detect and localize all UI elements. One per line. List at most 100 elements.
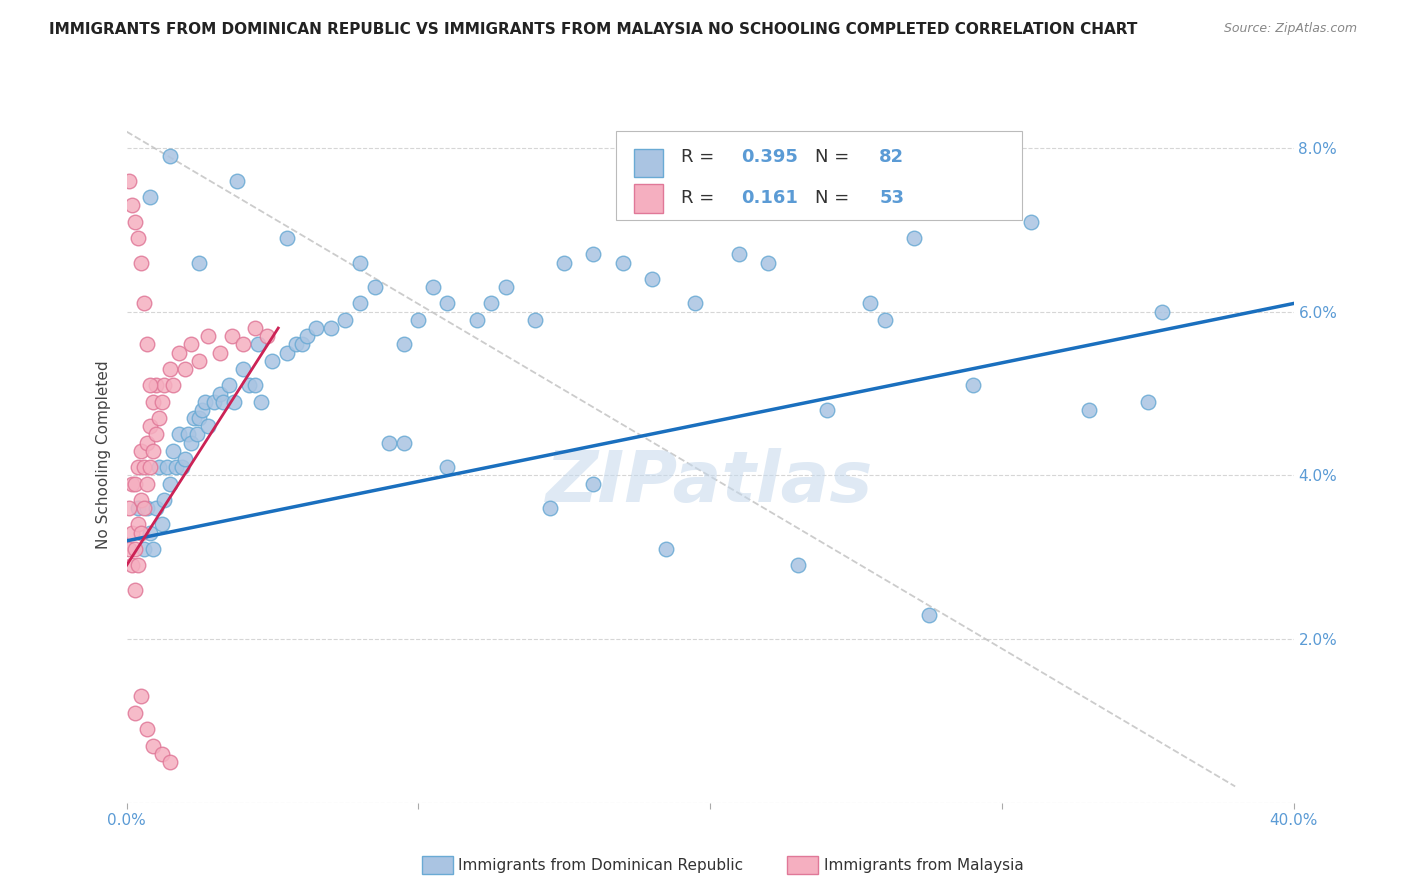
Point [118, 174, 141, 188]
Point [218, 378, 240, 392]
Point [129, 443, 152, 458]
Point [153, 378, 176, 392]
Point [1136, 394, 1159, 409]
Point [139, 525, 162, 540]
Point [148, 460, 170, 475]
Point [194, 394, 217, 409]
Point [127, 558, 149, 573]
Point [276, 231, 298, 245]
Point [153, 492, 176, 507]
Point [118, 542, 141, 557]
Point [335, 313, 357, 327]
Point [249, 394, 271, 409]
Text: ZIPatlas: ZIPatlas [547, 449, 873, 517]
Point [918, 607, 941, 622]
Point [124, 542, 146, 557]
Point [127, 231, 149, 245]
Point [124, 214, 146, 228]
Point [262, 353, 284, 368]
Point [136, 435, 159, 450]
Point [685, 296, 707, 310]
Point [363, 280, 385, 294]
FancyBboxPatch shape [616, 131, 1022, 220]
Point [150, 394, 173, 409]
Point [655, 542, 678, 557]
Point [167, 345, 190, 359]
Point [139, 190, 162, 204]
Point [538, 501, 561, 516]
Point [159, 362, 181, 376]
Point [243, 378, 266, 392]
Point [129, 492, 152, 507]
Point [349, 255, 371, 269]
Point [211, 394, 233, 409]
Point [124, 476, 146, 491]
Point [132, 460, 155, 475]
Point [136, 501, 159, 516]
Point [903, 231, 925, 245]
Point [208, 386, 231, 401]
Y-axis label: No Schooling Completed: No Schooling Completed [96, 360, 111, 549]
Point [612, 255, 634, 269]
Point [183, 411, 205, 425]
Point [1152, 304, 1174, 318]
Point [132, 542, 155, 557]
Point [129, 525, 152, 540]
Point [1019, 214, 1042, 228]
Point [232, 362, 254, 376]
Point [1078, 403, 1101, 417]
Point [962, 378, 984, 392]
Point [226, 174, 249, 188]
Point [875, 313, 897, 327]
Point [145, 378, 167, 392]
Text: R =: R = [681, 188, 725, 207]
Point [436, 460, 458, 475]
Point [221, 329, 243, 343]
Point [162, 378, 184, 392]
Point [859, 296, 882, 310]
Point [162, 443, 184, 458]
Point [121, 198, 143, 212]
Point [224, 394, 246, 409]
Point [276, 345, 298, 359]
Point [238, 378, 260, 392]
Point [174, 452, 197, 467]
Point [150, 747, 173, 761]
Text: R =: R = [681, 148, 720, 166]
Text: N =: N = [815, 188, 855, 207]
Point [127, 501, 149, 516]
Point [422, 280, 444, 294]
Text: 0.395: 0.395 [741, 148, 799, 166]
Point [582, 247, 605, 261]
Point [142, 542, 165, 557]
Text: Immigrants from Malaysia: Immigrants from Malaysia [824, 858, 1024, 872]
Point [170, 460, 193, 475]
Point [232, 337, 254, 351]
Point [132, 501, 155, 516]
Bar [634, 185, 664, 212]
Point [121, 558, 143, 573]
Point [319, 321, 342, 335]
Point [378, 435, 401, 450]
Point [124, 706, 146, 720]
Point [124, 582, 146, 597]
Point [145, 501, 167, 516]
Point [159, 149, 181, 163]
Point [197, 329, 219, 343]
Point [305, 321, 328, 335]
Point [349, 296, 371, 310]
Point [121, 476, 143, 491]
Point [202, 394, 225, 409]
Point [159, 755, 181, 769]
Text: Source: ZipAtlas.com: Source: ZipAtlas.com [1223, 22, 1357, 36]
Point [159, 476, 181, 491]
Point [756, 255, 779, 269]
Point [188, 255, 211, 269]
Point [191, 403, 214, 417]
Point [553, 255, 575, 269]
Point [142, 443, 165, 458]
Point [728, 247, 751, 261]
Point [139, 460, 162, 475]
Point [786, 558, 808, 573]
Point [180, 337, 202, 351]
